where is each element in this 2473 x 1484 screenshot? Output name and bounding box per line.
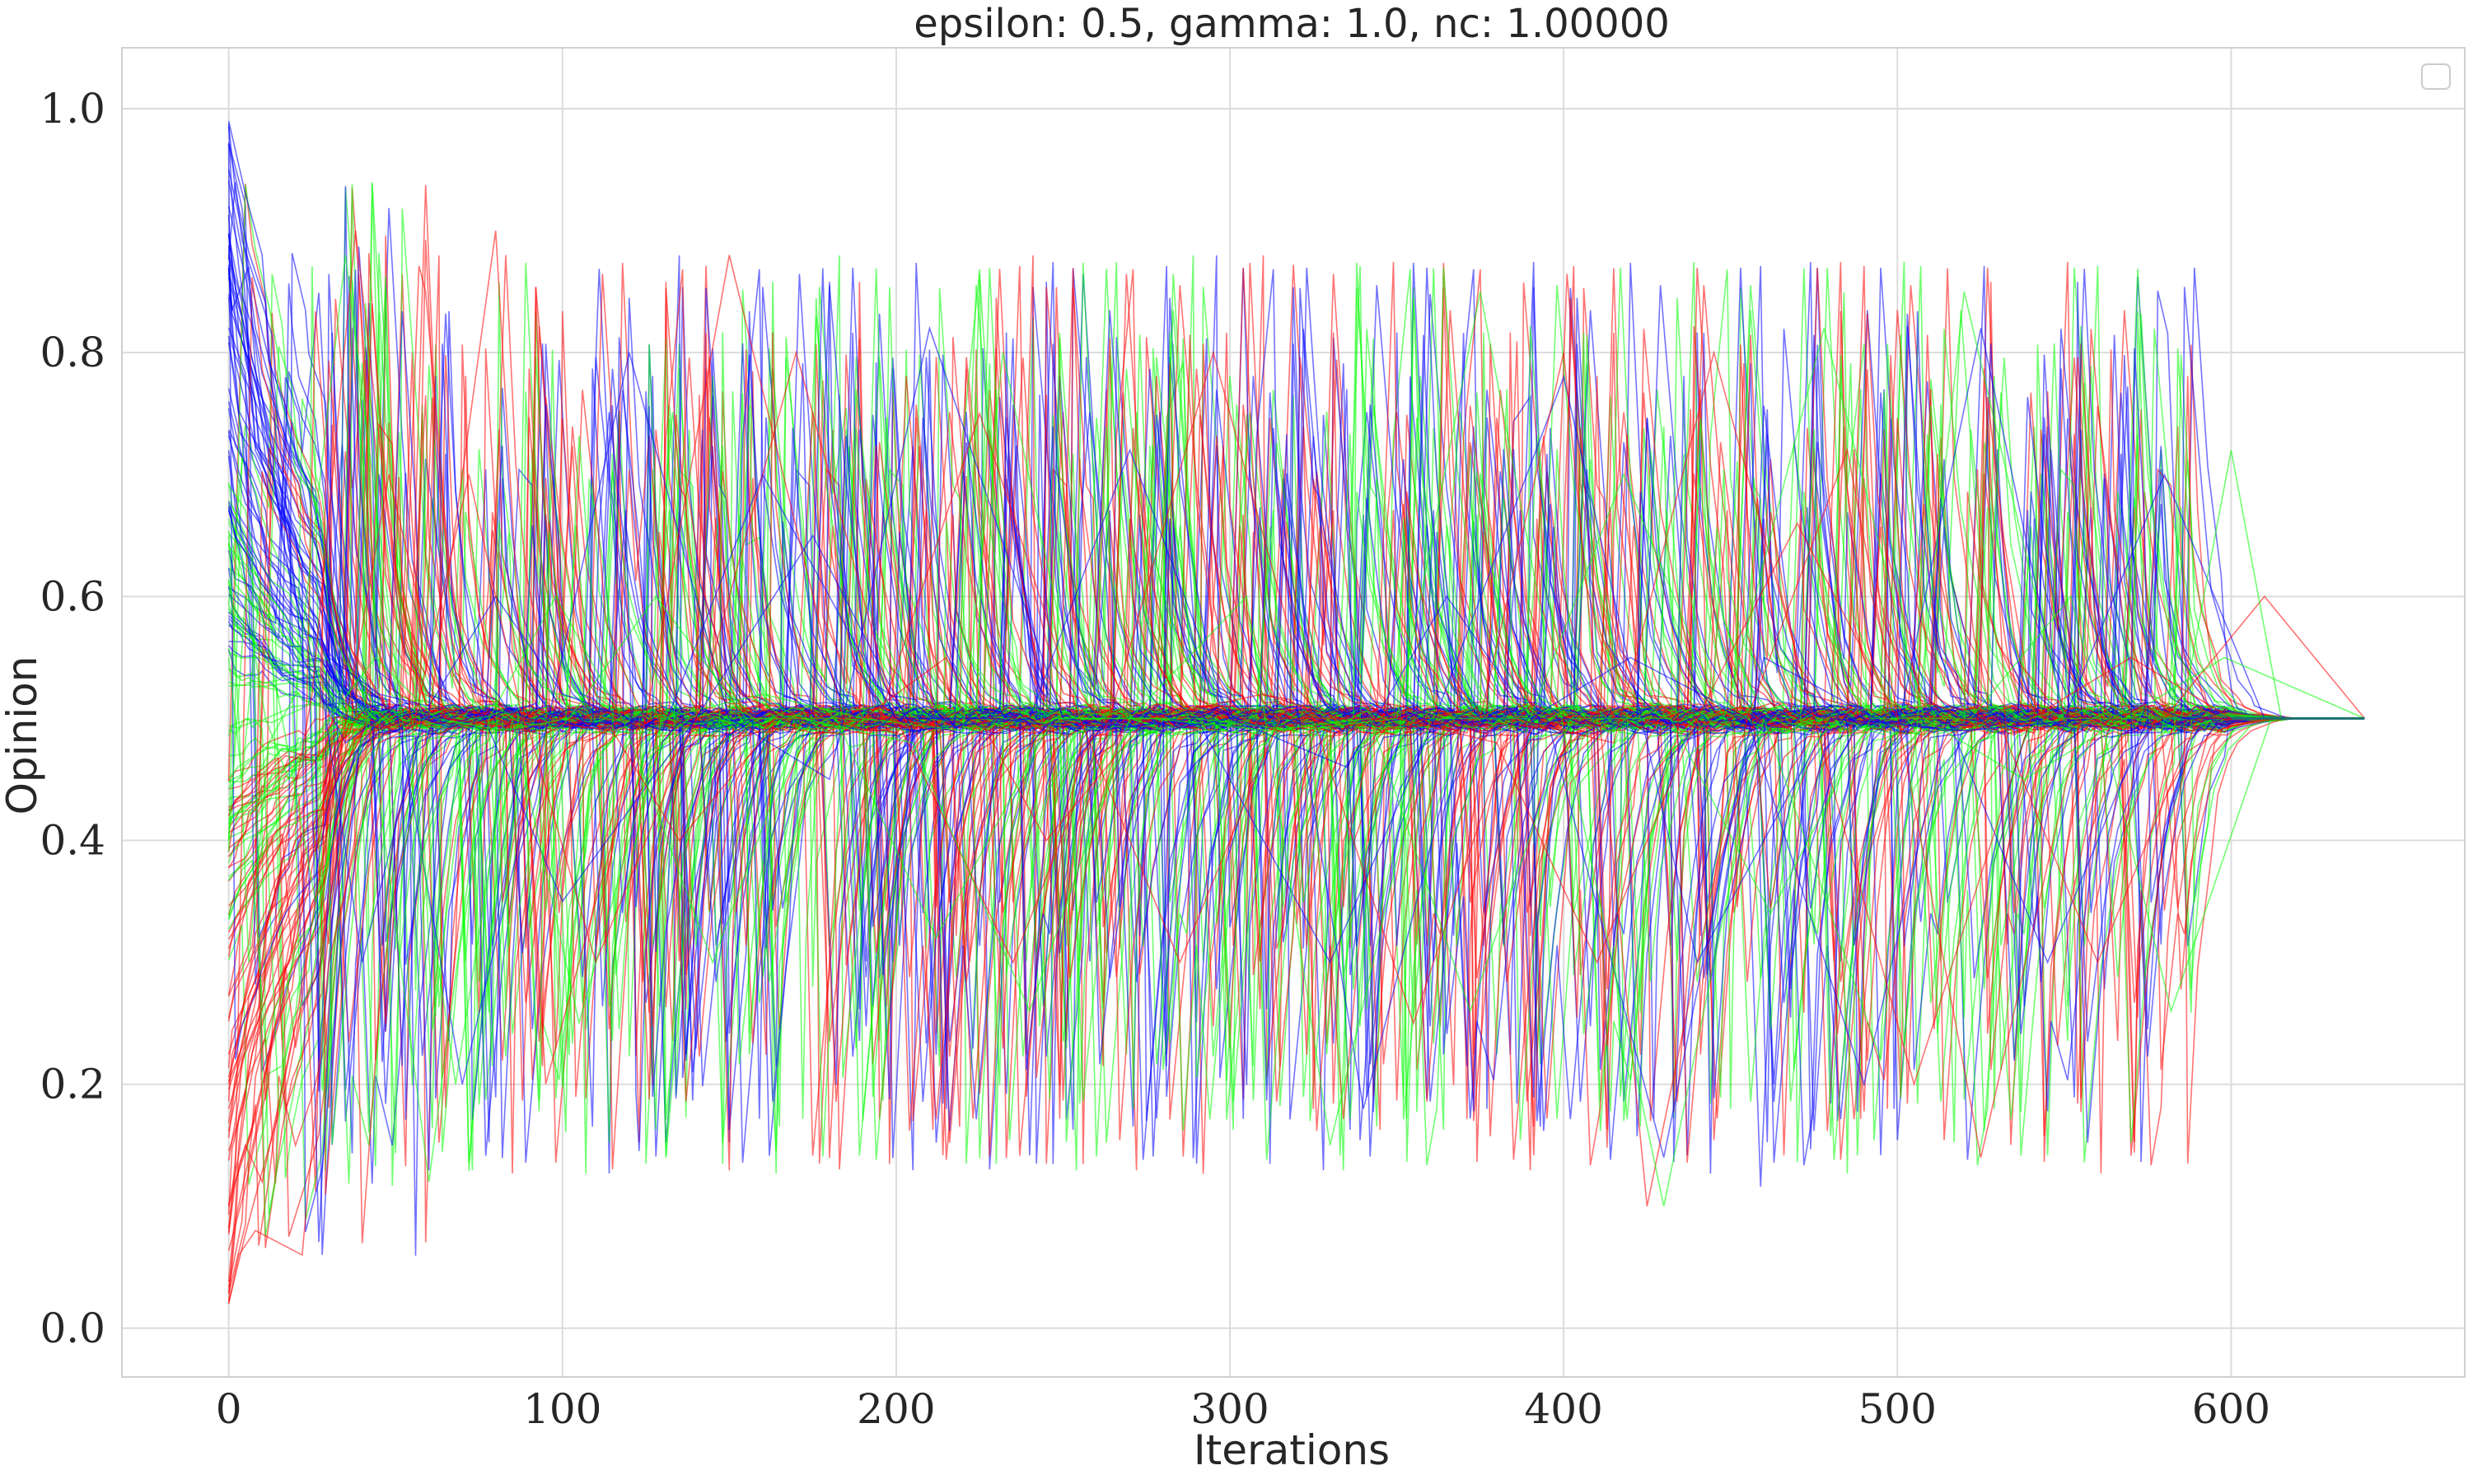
x-tick-label: 300 [1190, 1385, 1269, 1433]
plot-frame [121, 47, 2466, 1378]
legend-box[interactable] [2421, 63, 2451, 90]
x-tick-label: 600 [2192, 1385, 2270, 1433]
opinion-series-line [227, 350, 2365, 1206]
y-tick-label: 0.8 [40, 329, 105, 376]
opinion-trace [227, 143, 2365, 1060]
opinion-series-line [227, 595, 2365, 1014]
y-tick-label: 1.0 [40, 85, 105, 133]
opinion-trace [227, 263, 2365, 1237]
x-tick-label: 0 [216, 1385, 242, 1433]
opinion-traces [227, 120, 2366, 1304]
opinion-trace [228, 404, 2365, 1163]
x-tick-label: 200 [857, 1385, 935, 1433]
y-tick-labels: 0.0 0.2 0.4 0.6 0.8 1.0 [40, 85, 105, 1352]
x-tick-label: 500 [1858, 1385, 1937, 1433]
opinion-trace [227, 287, 2365, 1171]
opinion-trace [227, 257, 2365, 1061]
y-tick-label: 0.2 [40, 1061, 105, 1108]
opinion-trace [227, 268, 2365, 982]
x-tick-labels: 0 100 200 300 400 500 600 [216, 1385, 2270, 1433]
opinion-series-line [227, 206, 2365, 1087]
y-tick-label: 0.4 [40, 816, 105, 864]
y-axis-label: Opinion [0, 656, 46, 815]
opinion-series-line [227, 230, 2366, 1304]
y-tick-label: 0.0 [40, 1304, 105, 1352]
x-tick-label: 100 [523, 1385, 601, 1433]
x-tick-label: 400 [1524, 1385, 1602, 1433]
x-axis-label: Iterations [1194, 1426, 1390, 1474]
opinion-series-line [227, 231, 2365, 1085]
chart-title: epsilon: 0.5, gamma: 1.0, nc: 1.00000 [914, 1, 1670, 47]
y-tick-label: 0.6 [40, 572, 105, 620]
opinion-series-line [227, 254, 2365, 1206]
opinion-trace [227, 332, 2365, 1122]
opinion-series-line [227, 328, 2365, 1183]
